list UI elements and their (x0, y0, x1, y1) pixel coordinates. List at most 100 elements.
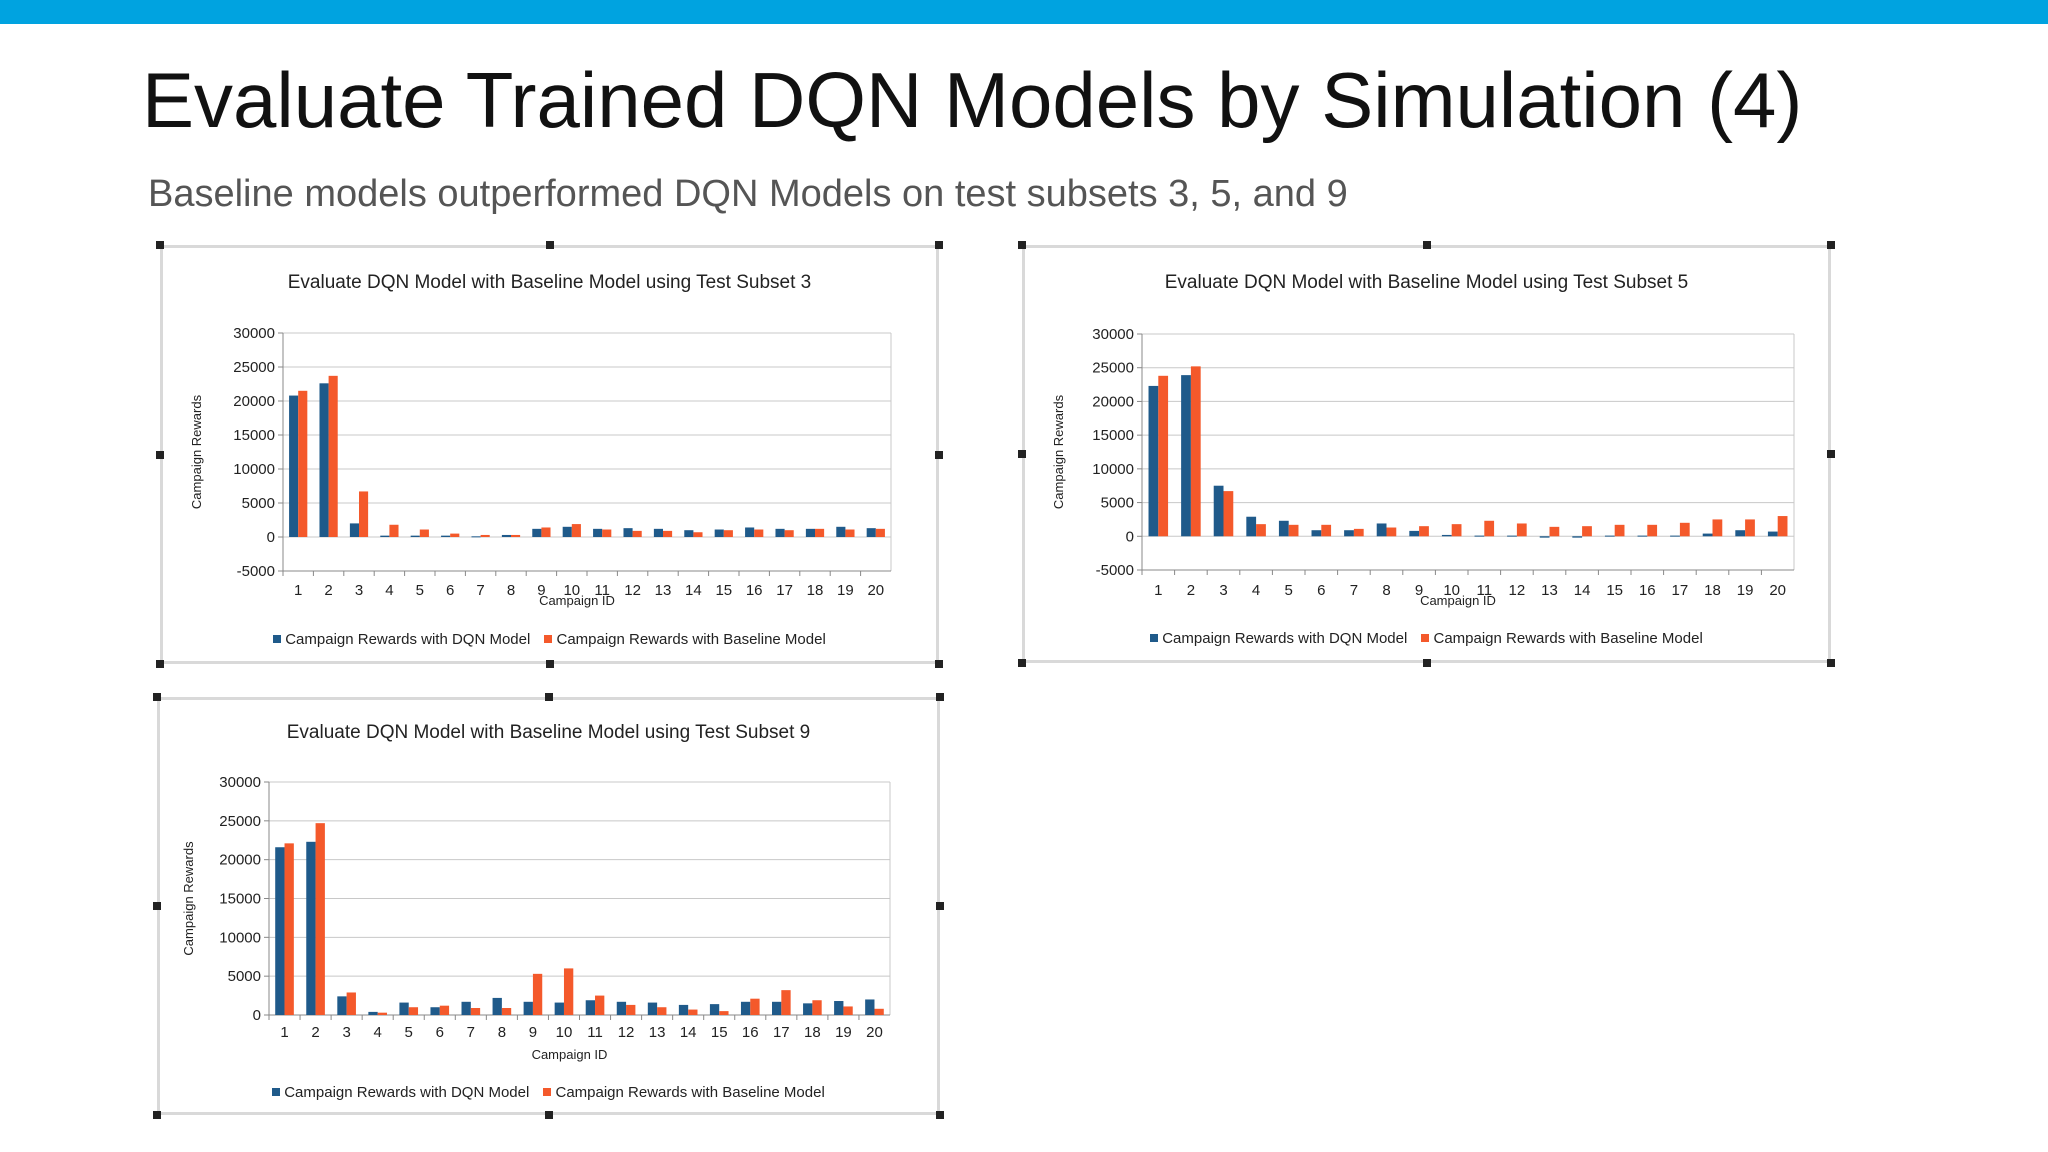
y-tick-label: 5000 (228, 968, 261, 985)
selection-handle (153, 693, 161, 701)
bar-baseline (450, 533, 460, 537)
x-tick-label: 14 (1574, 582, 1591, 599)
bar-baseline (754, 529, 764, 537)
x-tick-label: 17 (776, 582, 793, 599)
y-tick-label: 10000 (1092, 461, 1134, 478)
bar-baseline (1679, 522, 1690, 537)
selection-handle (545, 241, 554, 249)
bar-dqn (836, 526, 846, 537)
bar-dqn (745, 527, 755, 537)
bar-dqn (678, 1004, 689, 1015)
bar-baseline (480, 534, 490, 537)
chart-title: Evaluate DQN Model with Baseline Model u… (1164, 272, 1689, 293)
x-tick-label: 1 (294, 582, 302, 599)
bar-dqn (1507, 535, 1517, 537)
bar-dqn (349, 523, 359, 537)
x-tick-label: 10 (556, 1024, 573, 1041)
bar-dqn (593, 528, 603, 537)
x-tick-label: 3 (342, 1024, 350, 1041)
x-tick-label: 6 (436, 1024, 444, 1041)
bar-dqn (772, 1001, 782, 1015)
y-tick-label: 15000 (233, 427, 275, 444)
x-tick-label: 6 (446, 582, 454, 599)
x-tick-label: 19 (1737, 582, 1754, 599)
x-tick-label: 18 (807, 582, 824, 599)
x-tick-label: 16 (746, 582, 763, 599)
bar-dqn (430, 1007, 440, 1015)
x-tick-label: 6 (1317, 582, 1325, 599)
chart-title: Evaluate DQN Model with Baseline Model u… (286, 722, 811, 743)
x-tick-label: 20 (866, 1024, 883, 1041)
chart-legend: Campaign Rewards with DQN Model Campaign… (1025, 630, 1828, 647)
x-tick-label: 1 (1154, 582, 1162, 599)
selection-handle (935, 241, 943, 249)
bar-baseline (470, 1008, 481, 1015)
bar-dqn (1735, 530, 1746, 537)
slide-title: Evaluate Trained DQN Models by Simulatio… (142, 56, 1803, 144)
bar-baseline (1614, 524, 1625, 537)
bar-baseline (688, 1009, 698, 1015)
bar-dqn (532, 528, 542, 537)
x-tick-label: 4 (385, 582, 393, 599)
legend-swatch-dqn (1150, 634, 1159, 642)
bar-dqn (1604, 535, 1615, 537)
x-tick-label: 10 (563, 582, 580, 599)
x-tick-label: 5 (1285, 582, 1293, 599)
y-tick-label: -5000 (237, 563, 275, 580)
x-axis-label: Campaign ID (532, 1047, 608, 1062)
bar-baseline (1419, 526, 1429, 537)
y-tick-label: 30000 (1092, 326, 1134, 343)
bar-baseline (1288, 524, 1299, 537)
x-tick-label: 10 (1443, 582, 1460, 599)
bar-baseline (750, 998, 760, 1015)
bar-baseline (1353, 528, 1364, 537)
bar-baseline (532, 973, 543, 1015)
bar-dqn (1344, 530, 1354, 537)
bar-dqn (289, 395, 299, 537)
legend-label-baseline: Campaign Rewards with Baseline Model (1433, 630, 1703, 647)
x-tick-label: 9 (529, 1024, 537, 1041)
bar-dqn (775, 528, 785, 537)
y-tick-label: 0 (1126, 528, 1134, 545)
selection-handle (936, 1111, 944, 1119)
bar-dqn (1278, 520, 1289, 537)
bar-baseline (389, 524, 399, 537)
bar-dqn (1148, 385, 1159, 537)
legend-item-dqn: Campaign Rewards with DQN Model (272, 1084, 529, 1101)
x-tick-label: 12 (1509, 582, 1526, 599)
bar-baseline (346, 992, 356, 1015)
selection-handle (153, 1111, 161, 1119)
chart-panel-subset-5: Evaluate DQN Model with Baseline Model u… (1018, 241, 1835, 667)
y-tick-label: 15000 (219, 891, 261, 908)
chart-panel-subset-9: Evaluate DQN Model with Baseline Model u… (153, 693, 944, 1119)
x-tick-label: 3 (1219, 582, 1227, 599)
x-tick-label: 7 (467, 1024, 475, 1041)
bar-dqn (866, 528, 876, 537)
selection-handle (156, 660, 164, 668)
bar-baseline (632, 530, 642, 537)
bar-dqn (834, 1001, 844, 1015)
x-tick-label: 2 (324, 582, 332, 599)
selection-handle (935, 660, 943, 668)
x-tick-label: 7 (1350, 582, 1358, 599)
selection-handle (936, 693, 944, 701)
bar-baseline (812, 1000, 822, 1015)
bar-dqn (319, 383, 329, 537)
y-tick-label: 25000 (219, 813, 261, 830)
bar-baseline (1256, 524, 1266, 537)
selection-handle (935, 450, 943, 459)
bar-baseline (377, 1012, 387, 1015)
x-tick-label: 4 (374, 1024, 382, 1041)
bar-baseline (439, 1005, 450, 1015)
slide-subtitle: Baseline models outperformed DQN Models … (148, 173, 1348, 215)
bar-dqn (805, 528, 815, 537)
bar-dqn (1213, 485, 1224, 537)
x-tick-label: 16 (1639, 582, 1656, 599)
bar-baseline (1777, 516, 1788, 537)
legend-swatch-baseline (1421, 634, 1430, 642)
bar-baseline (1582, 526, 1592, 537)
bar-dqn (441, 535, 451, 537)
y-tick-label: 30000 (233, 325, 275, 342)
bar-dqn (585, 1000, 596, 1015)
bar-dqn (1474, 535, 1485, 537)
